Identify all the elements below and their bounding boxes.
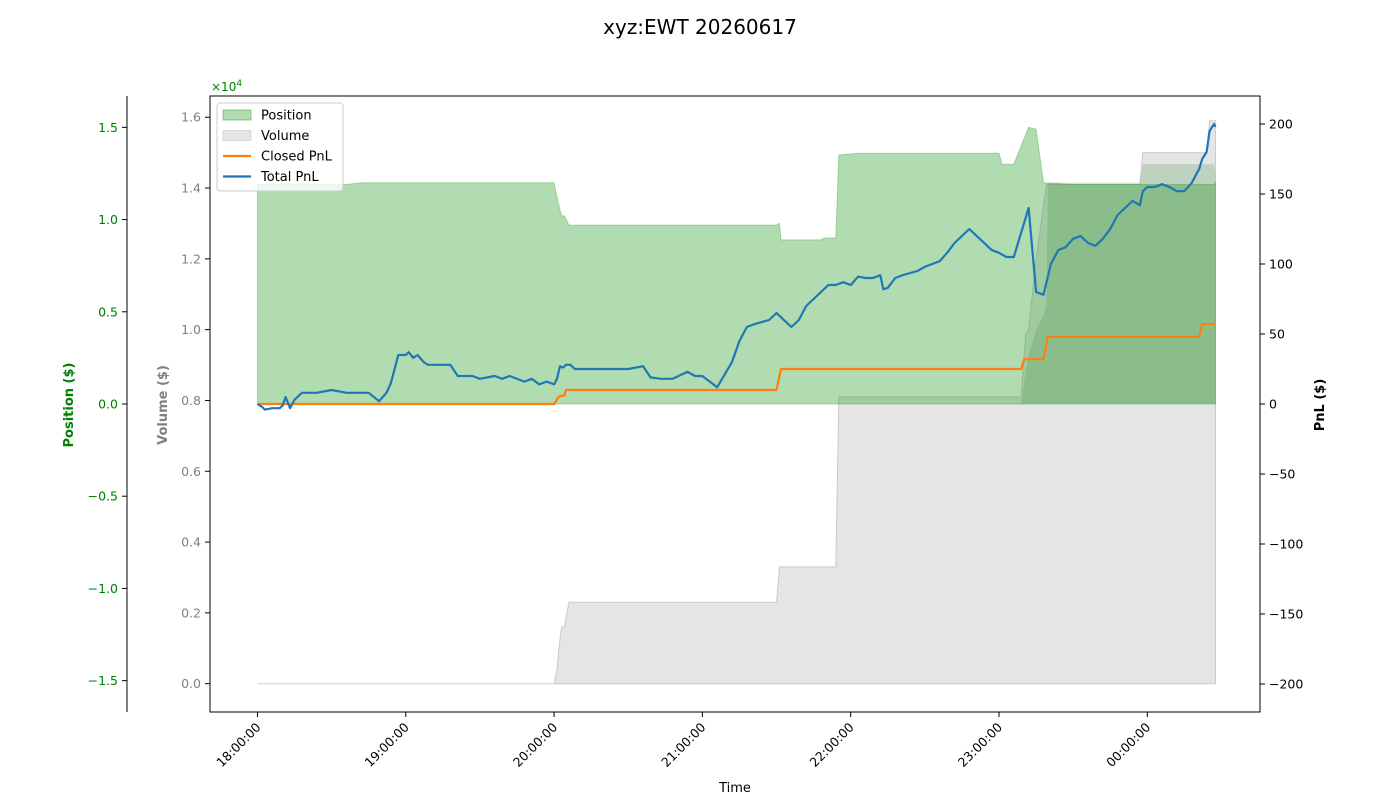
pnl-tick-label: 150	[1269, 187, 1293, 202]
legend-label-total-pnl: Total PnL	[260, 170, 319, 185]
chart-title: xyz:EWT 20260617	[603, 15, 797, 39]
pnl-tick-label: −200	[1269, 677, 1303, 692]
pnl-tick-label: −150	[1269, 607, 1303, 622]
legend-swatch-volume	[222, 130, 252, 141]
volume-tick-label: 1.2	[181, 251, 201, 266]
volume-tick-label: 0.2	[181, 605, 201, 620]
position-axis-label: Position ($)	[62, 363, 77, 448]
plot-area	[210, 96, 1260, 712]
series-position-area	[257, 126, 1216, 405]
legend-frame	[216, 102, 344, 192]
pnl-tick-label: 0	[1269, 397, 1277, 412]
pnl-tick-label: 50	[1269, 327, 1285, 342]
volume-axis-label: Volume ($)	[156, 365, 171, 445]
volume-tick-label: 1.0	[181, 322, 201, 337]
volume-tick-label: 1.6	[181, 110, 201, 125]
x-tick-label: 18:00:00	[213, 719, 263, 769]
x-tick-label: 20:00:00	[510, 719, 560, 769]
position-tick-label: 0.0	[98, 397, 118, 412]
pnl-tick-label: 100	[1269, 257, 1293, 272]
series-total-pnl-line	[256, 122, 1217, 411]
position-multiplier: ×104	[211, 79, 242, 94]
legend-swatch-position	[222, 109, 252, 121]
x-tick-label: 00:00:00	[1103, 719, 1153, 769]
series-position-overlay-area	[1021, 164, 1216, 404]
legend-label-closed-pnl: Closed PnL	[261, 150, 333, 165]
x-tick-label: 19:00:00	[362, 719, 412, 769]
x-tick-label: 23:00:00	[955, 719, 1005, 769]
volume-tick-label: 0.4	[181, 535, 201, 550]
legend: Position Volume Closed PnL Total PnL	[216, 102, 344, 192]
pnl-tick-label: 200	[1269, 117, 1293, 132]
position-tick-label: 1.0	[98, 212, 118, 227]
x-tick-label: 22:00:00	[806, 719, 856, 769]
volume-tick-label: 0.0	[181, 676, 201, 691]
position-tick-label: −0.5	[88, 489, 118, 504]
position-tick-label: −1.0	[88, 581, 118, 596]
volume-tick-label: 0.6	[181, 464, 201, 479]
position-tick-label: 0.5	[98, 304, 118, 319]
legend-label-position: Position	[261, 109, 312, 124]
x-tick-label: 21:00:00	[658, 719, 708, 769]
volume-tick-label: 1.4	[181, 181, 201, 196]
x-axis-label: Time	[718, 781, 751, 796]
pnl-axis-label: PnL ($)	[1313, 379, 1328, 432]
series-closed-pnl-line	[257, 323, 1216, 406]
pnl-tick-label: −100	[1269, 537, 1303, 552]
legend-label-volume: Volume	[261, 129, 309, 144]
position-tick-label: −1.5	[88, 673, 118, 688]
pnl-tick-label: −50	[1269, 467, 1295, 482]
position-tick-label: 1.5	[98, 120, 118, 135]
volume-tick-label: 0.8	[181, 393, 201, 408]
